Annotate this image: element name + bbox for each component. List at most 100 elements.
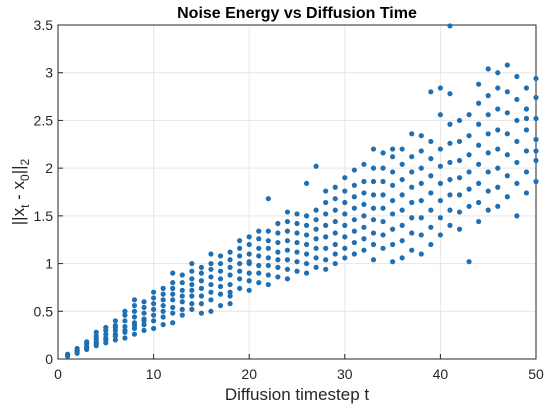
scatter-point — [189, 287, 195, 293]
x-tick-label: 20 — [241, 366, 257, 382]
scatter-point — [523, 115, 530, 122]
scatter-point — [466, 186, 472, 192]
scatter-point — [294, 239, 300, 246]
scatter-point — [141, 310, 147, 316]
scatter-point — [84, 339, 90, 345]
scatter-point — [189, 260, 195, 267]
scatter-point — [246, 234, 252, 240]
scatter-point — [476, 161, 482, 167]
scatter-point — [418, 133, 424, 139]
scatter-point — [533, 75, 539, 82]
scatter-point — [370, 257, 377, 263]
scatter-point — [428, 89, 434, 95]
scatter-point — [390, 169, 396, 175]
scatter-point — [351, 228, 357, 234]
scatter-point — [189, 306, 195, 312]
scatter-point — [227, 257, 233, 263]
scatter-point — [131, 297, 138, 303]
scatter-point — [514, 96, 520, 103]
scatter-point — [514, 117, 520, 124]
scatter-point — [495, 165, 501, 171]
scatter-point — [131, 323, 138, 329]
scatter-point — [370, 178, 377, 185]
scatter-point — [504, 62, 510, 68]
scatter-point — [447, 121, 453, 127]
scatter-point — [64, 352, 71, 358]
scatter-point — [399, 192, 405, 198]
scatter-point — [284, 238, 291, 244]
scatter-point — [112, 333, 118, 339]
scatter-point — [227, 301, 233, 307]
scatter-point — [323, 234, 329, 240]
scatter-point — [456, 175, 463, 181]
scatter-point — [361, 178, 367, 185]
scatter-point — [361, 201, 367, 208]
scatter-point — [447, 192, 453, 198]
scatter-point — [246, 259, 252, 265]
scatter-point — [351, 194, 357, 200]
scatter-point — [303, 222, 310, 228]
scatter-point — [141, 318, 147, 324]
scatter-point — [303, 260, 310, 267]
scatter-point — [275, 257, 281, 263]
scatter-point — [342, 245, 348, 251]
scatter-point — [237, 285, 243, 291]
scatter-point — [533, 115, 539, 122]
scatter-point — [179, 312, 185, 318]
scatter-point — [447, 91, 453, 97]
scatter-point — [179, 280, 185, 286]
scatter-point — [380, 178, 386, 185]
scatter-point — [131, 314, 138, 320]
scatter-point — [313, 236, 319, 242]
scatter-point — [265, 272, 271, 278]
scatter-point — [198, 301, 204, 307]
scatter-point — [323, 211, 329, 217]
x-tick-label: 30 — [337, 366, 353, 382]
y-axis-label-norm-close: || — [9, 165, 28, 174]
scatter-point — [342, 175, 348, 181]
scatter-point — [361, 190, 367, 196]
scatter-point — [409, 184, 415, 190]
scatter-point — [456, 138, 463, 145]
scatter-point — [313, 163, 319, 169]
scatter-point — [390, 226, 396, 232]
scatter-point — [275, 249, 281, 255]
scatter-point — [504, 131, 510, 137]
scatter-point — [265, 245, 271, 251]
scatter-point — [370, 146, 377, 152]
scatter-point — [217, 283, 224, 290]
scatter-point — [399, 207, 405, 213]
scatter-point — [160, 291, 166, 297]
grid — [57, 24, 537, 360]
plot-area-frame — [57, 24, 537, 360]
scatter-point — [485, 207, 491, 213]
scatter-point — [170, 320, 176, 326]
scatter-point — [160, 285, 166, 291]
scatter-point — [332, 196, 338, 202]
scatter-point — [170, 310, 176, 316]
scatter-point — [476, 218, 482, 225]
scatter-point — [476, 121, 482, 127]
scatter-point — [504, 110, 510, 116]
scatter-point — [208, 251, 214, 257]
scatter-point — [485, 188, 491, 194]
scatter-point — [170, 291, 176, 297]
axis-ticks: 0 10 20 30 40 50 0 0.5 1 1.5 2 2.5 3 3.5 — [34, 17, 544, 382]
scatter-point — [418, 232, 424, 238]
scatter-point — [437, 215, 443, 221]
scatter-point — [303, 232, 310, 238]
scatter-point — [160, 322, 166, 328]
scatter-point — [437, 197, 443, 204]
scatter-point — [237, 268, 243, 274]
scatter-point — [208, 274, 214, 280]
scatter-point — [160, 302, 166, 309]
scatter-point — [227, 293, 233, 299]
scatter-point — [141, 304, 147, 311]
scatter-point — [151, 325, 157, 332]
scatter-point — [428, 156, 434, 162]
scatter-point — [237, 276, 243, 282]
scatter-point — [246, 241, 252, 248]
x-tick-label: 50 — [528, 366, 544, 382]
scatter-point — [380, 165, 386, 171]
